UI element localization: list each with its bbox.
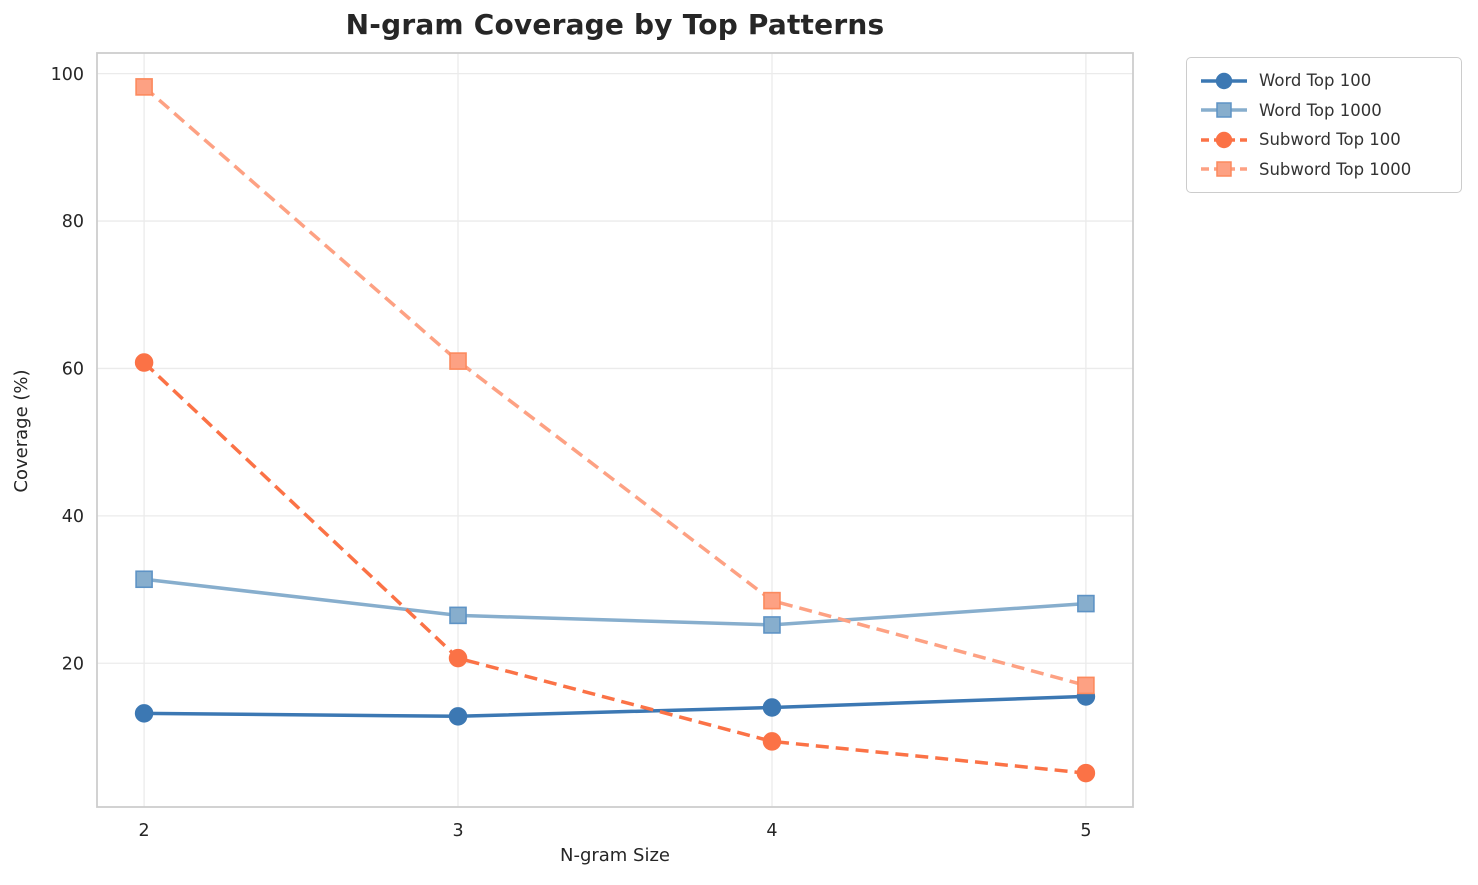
x-tick-label: 5 (1080, 821, 1091, 841)
legend-key-subword-top-1000-icon (1201, 161, 1247, 177)
marker-word-top-100-x3 (448, 707, 468, 726)
chart-title: N-gram Coverage by Top Patterns (345, 8, 885, 41)
marker-subword-top-100-x5 (1076, 763, 1096, 783)
legend-marker-sample (1215, 72, 1233, 89)
series-line-subword-top-1000 (142, 85, 1087, 688)
series-line-word-top-1000 (143, 577, 1087, 627)
series-line-word-top-100 (144, 694, 1086, 719)
legend-marker-sample (1216, 161, 1232, 177)
legend-key-subword-top-100-icon (1201, 131, 1247, 148)
legend-item-subword-top-100: Subword Top 100 (1200, 125, 1448, 155)
plot-area (97, 53, 1133, 807)
y-tick-label: 80 (62, 212, 84, 232)
legend-item-subword-top-1000: Subword Top 1000 (1200, 155, 1448, 185)
marker-word-top-1000-x5 (1077, 594, 1095, 613)
legend-item-word-top-1000: Word Top 1000 (1200, 96, 1448, 126)
legend-marker-sample (1215, 131, 1233, 148)
legend-item-word-top-100: Word Top 100 (1200, 66, 1448, 96)
legend-key-word-top-1000-icon (1201, 102, 1247, 118)
marker-subword-top-100-x2 (134, 353, 154, 372)
marker-word-top-1000-x3 (449, 606, 467, 625)
y-axis-label: Coverage (%) (11, 369, 32, 493)
legend-item-label: Word Top 1000 (1259, 100, 1382, 120)
marker-subword-top-100-x3 (448, 648, 468, 668)
marker-subword-top-1000-x3 (449, 352, 467, 370)
y-tick-label: 40 (62, 507, 84, 527)
marker-word-top-1000-x4 (763, 616, 781, 634)
marker-word-top-100-x2 (134, 704, 154, 723)
axes-frame (96, 52, 1134, 808)
x-axis-label: N-gram Size (559, 845, 671, 866)
legend-key-word-top-100-icon (1201, 72, 1247, 89)
marker-word-top-100-x4 (762, 698, 782, 717)
marker-subword-top-1000-x4 (763, 591, 781, 610)
x-tick-label: 4 (766, 821, 777, 841)
marker-word-top-1000-x2 (135, 570, 153, 589)
x-tick-label: 3 (452, 821, 463, 841)
legend-marker-sample (1216, 102, 1232, 118)
y-tick-label: 20 (62, 654, 84, 674)
y-tick-label: 100 (51, 65, 84, 85)
marker-subword-top-1000-x2 (135, 78, 153, 96)
marker-subword-top-100-x4 (762, 732, 782, 751)
marker-subword-top-1000-x5 (1077, 676, 1095, 695)
legend-item-label: Word Top 100 (1259, 71, 1372, 91)
legend-item-label: Subword Top 100 (1259, 130, 1401, 150)
x-tick-label: 2 (139, 821, 150, 841)
legend: Word Top 100 Word Top 1000 Subword Top 100… (1186, 57, 1462, 193)
y-tick-label: 60 (62, 360, 84, 380)
legend-item-label: Subword Top 1000 (1259, 159, 1412, 179)
